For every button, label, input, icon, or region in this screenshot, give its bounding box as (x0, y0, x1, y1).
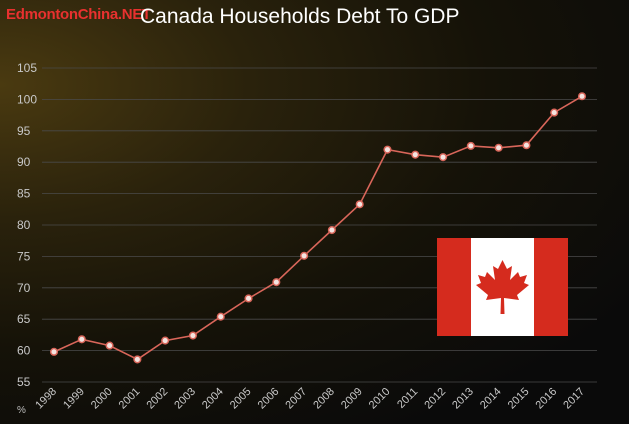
data-point (577, 92, 587, 101)
y-tick-labels: 55 60 65 70 75 80 85 90 95 100 105 (17, 61, 37, 389)
series-line (53, 95, 583, 361)
data-point (272, 278, 281, 287)
data-point (494, 143, 503, 152)
x-tick-label: 2003 (172, 386, 198, 412)
x-tick-label: 2009 (339, 386, 365, 412)
data-point (244, 294, 253, 303)
x-tick-label: 2015 (506, 386, 532, 412)
x-tick-label: 2000 (89, 386, 115, 412)
data-point (355, 200, 364, 209)
data-point (439, 153, 448, 162)
y-tick-label: 105 (17, 61, 37, 75)
y-tick-label: 55 (17, 375, 31, 389)
y-tick-label: 60 (17, 344, 31, 358)
x-tick-labels: 1998 1999 2000 2001 2002 2003 2004 2005 2006 2007… (33, 386, 587, 412)
y-tick-label: 95 (17, 124, 31, 138)
data-point (411, 150, 420, 159)
x-tick-label: 2007 (283, 386, 309, 412)
x-tick-label: 2006 (256, 386, 282, 412)
x-tick-label: 2005 (228, 386, 254, 412)
x-tick-label: 2014 (478, 386, 504, 412)
x-tick-label: 2001 (117, 386, 143, 412)
watermark: EdmontonChina.NET (6, 6, 151, 23)
data-point (49, 347, 59, 356)
maple-leaf-icon (476, 260, 529, 314)
data-point (300, 251, 309, 260)
x-tick-label: 2010 (367, 386, 393, 412)
data-point (161, 336, 170, 345)
grid-lines (42, 67, 597, 383)
x-tick-label: 2004 (200, 386, 226, 412)
x-tick-label: 2012 (422, 386, 448, 412)
x-tick-label: 2013 (450, 386, 476, 412)
data-point (216, 312, 225, 321)
data-point (550, 108, 559, 117)
x-tick-label: 2016 (534, 386, 560, 412)
x-tick-label: 2017 (561, 386, 587, 412)
chart-title: Canada Households Debt To GDP (140, 5, 460, 28)
data-point (383, 145, 392, 154)
data-point (105, 341, 114, 350)
x-tick-label: 1999 (61, 386, 87, 412)
y-tick-label: 70 (17, 281, 31, 295)
x-tick-label: 2011 (395, 386, 420, 411)
y-tick-label: 75 (17, 249, 31, 263)
canada-flag-icon (437, 238, 568, 336)
y-tick-label: 65 (17, 312, 31, 326)
data-point (522, 141, 531, 150)
y-tick-label: 80 (17, 218, 31, 232)
data-point (133, 355, 142, 364)
data-points (49, 92, 587, 364)
data-point (466, 141, 475, 150)
y-tick-label: 100 (17, 92, 37, 106)
y-axis-unit-label: % (17, 405, 26, 416)
data-point (188, 331, 197, 340)
data-point (327, 225, 336, 235)
data-point (77, 335, 86, 344)
x-tick-label: 2002 (144, 386, 170, 412)
x-tick-label: 1998 (33, 386, 59, 412)
y-tick-label: 90 (17, 155, 31, 169)
x-tick-label: 2008 (311, 386, 337, 412)
y-tick-label: 85 (17, 187, 31, 201)
